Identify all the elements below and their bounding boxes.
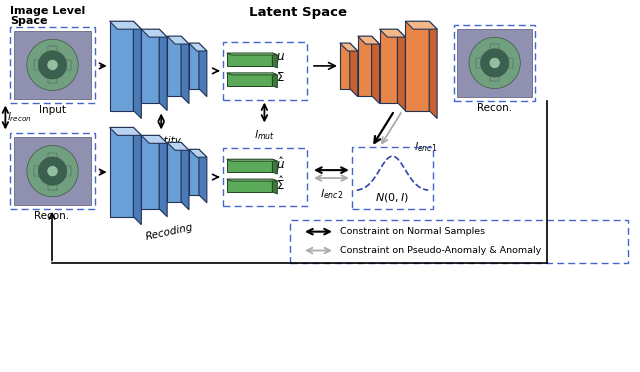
Polygon shape	[181, 36, 189, 104]
Polygon shape	[358, 36, 372, 96]
Polygon shape	[358, 36, 380, 44]
Polygon shape	[273, 73, 277, 88]
Polygon shape	[273, 159, 277, 174]
Bar	[454, 25, 536, 101]
Polygon shape	[199, 43, 207, 97]
Text: $l_{enc2}$: $l_{enc2}$	[320, 187, 343, 201]
Polygon shape	[133, 128, 141, 225]
Bar	[65, 60, 71, 70]
Circle shape	[27, 39, 78, 90]
Polygon shape	[227, 179, 277, 181]
Bar	[48, 77, 57, 83]
Circle shape	[47, 166, 58, 177]
Polygon shape	[227, 73, 277, 75]
Bar	[507, 58, 513, 68]
Polygon shape	[273, 179, 277, 194]
Bar	[223, 42, 307, 100]
Polygon shape	[167, 36, 181, 96]
Text: Identity: Identity	[141, 137, 181, 146]
Bar	[290, 220, 628, 263]
Polygon shape	[189, 43, 207, 51]
Bar	[457, 29, 532, 97]
Bar	[48, 46, 57, 52]
Polygon shape	[159, 135, 167, 217]
Polygon shape	[189, 43, 199, 89]
Polygon shape	[273, 53, 277, 68]
Polygon shape	[109, 21, 133, 110]
Text: $\hat{\Sigma}$: $\hat{\Sigma}$	[276, 175, 285, 193]
Text: Image Level: Image Level	[10, 6, 86, 16]
Bar	[490, 75, 499, 81]
Polygon shape	[380, 29, 397, 103]
Polygon shape	[109, 128, 133, 217]
Text: Input: Input	[38, 105, 65, 115]
Polygon shape	[350, 43, 358, 97]
Circle shape	[481, 49, 509, 77]
Polygon shape	[227, 159, 273, 172]
Circle shape	[469, 37, 520, 89]
Text: Constraint on Pseudo-Anomaly & Anomaly: Constraint on Pseudo-Anomaly & Anomaly	[340, 246, 541, 255]
Polygon shape	[167, 36, 189, 44]
Polygon shape	[199, 149, 207, 203]
Text: Latent Space: Latent Space	[248, 6, 346, 19]
Text: Constraint on Normal Samples: Constraint on Normal Samples	[340, 227, 485, 236]
Bar	[10, 27, 95, 103]
Polygon shape	[133, 21, 141, 119]
Polygon shape	[167, 142, 181, 202]
Bar	[65, 167, 71, 176]
Bar	[14, 137, 91, 205]
Polygon shape	[227, 53, 277, 55]
Bar	[352, 147, 433, 209]
Polygon shape	[397, 29, 405, 110]
Text: $\Sigma$: $\Sigma$	[276, 71, 285, 84]
Text: $l_{recon}$: $l_{recon}$	[7, 110, 32, 124]
Text: $l_{enc1}$: $l_{enc1}$	[414, 140, 438, 154]
Polygon shape	[167, 142, 189, 150]
Polygon shape	[109, 128, 141, 135]
Text: $\hat{\mu}$: $\hat{\mu}$	[276, 155, 285, 174]
Polygon shape	[372, 36, 380, 104]
Polygon shape	[189, 149, 199, 195]
Polygon shape	[227, 73, 273, 86]
Bar	[14, 31, 91, 99]
Polygon shape	[141, 135, 167, 143]
Polygon shape	[159, 29, 167, 110]
Bar	[490, 45, 499, 51]
Bar	[223, 148, 307, 206]
Polygon shape	[405, 21, 437, 29]
Bar	[34, 60, 40, 70]
Bar	[34, 167, 40, 176]
Text: Recon.: Recon.	[477, 103, 512, 113]
Circle shape	[47, 59, 58, 71]
Text: Space: Space	[10, 16, 48, 26]
Circle shape	[38, 157, 67, 185]
Text: Recoding: Recoding	[145, 222, 194, 241]
Polygon shape	[141, 135, 159, 209]
Polygon shape	[405, 21, 429, 110]
Text: $\mu$: $\mu$	[276, 51, 285, 65]
Polygon shape	[189, 149, 207, 157]
Polygon shape	[340, 43, 358, 51]
Circle shape	[38, 51, 67, 79]
Polygon shape	[227, 179, 273, 192]
Polygon shape	[227, 53, 273, 66]
Polygon shape	[109, 21, 141, 29]
Bar	[10, 134, 95, 209]
Polygon shape	[141, 29, 159, 103]
Polygon shape	[181, 142, 189, 210]
Bar	[48, 183, 57, 190]
Polygon shape	[340, 43, 350, 89]
Polygon shape	[141, 29, 167, 37]
Bar	[48, 153, 57, 159]
Text: $l_{mut}$: $l_{mut}$	[254, 128, 275, 142]
Text: Recon.: Recon.	[35, 211, 70, 221]
Circle shape	[27, 145, 78, 197]
Circle shape	[489, 57, 500, 68]
Bar	[476, 58, 483, 68]
Polygon shape	[380, 29, 405, 37]
Polygon shape	[429, 21, 437, 119]
Text: $N(0,I)$: $N(0,I)$	[376, 191, 410, 204]
Polygon shape	[227, 159, 277, 161]
